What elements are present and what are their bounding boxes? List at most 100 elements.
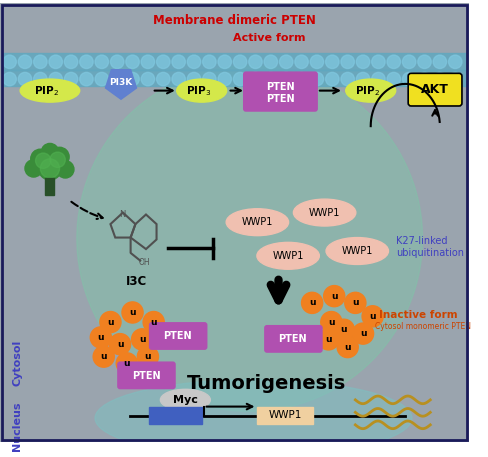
Circle shape (34, 72, 47, 86)
Text: u: u (331, 292, 338, 301)
Circle shape (337, 336, 358, 358)
Circle shape (302, 292, 323, 314)
Circle shape (3, 55, 16, 69)
Circle shape (31, 149, 50, 169)
Circle shape (352, 323, 374, 344)
Circle shape (345, 292, 366, 314)
Circle shape (448, 55, 462, 69)
Text: u: u (328, 318, 335, 327)
Circle shape (203, 72, 216, 86)
Circle shape (95, 55, 108, 69)
Circle shape (172, 55, 185, 69)
Text: u: u (101, 352, 107, 361)
Text: u: u (352, 298, 359, 308)
Circle shape (36, 153, 51, 169)
Circle shape (249, 72, 262, 86)
Bar (257, 407, 313, 424)
Text: N: N (119, 210, 125, 219)
Circle shape (280, 55, 293, 69)
Circle shape (187, 55, 201, 69)
Text: WWP1: WWP1 (272, 251, 304, 261)
Circle shape (187, 72, 201, 86)
Circle shape (25, 160, 42, 177)
Circle shape (295, 55, 308, 69)
Text: WWP1: WWP1 (309, 207, 340, 218)
Circle shape (264, 55, 278, 69)
Text: K27-linked: K27-linked (396, 236, 447, 246)
Circle shape (49, 55, 62, 69)
Text: WWP1: WWP1 (268, 410, 302, 420)
Circle shape (280, 72, 293, 86)
Text: u: u (369, 312, 376, 321)
Circle shape (318, 329, 339, 350)
FancyBboxPatch shape (149, 322, 207, 350)
Circle shape (132, 329, 153, 350)
Circle shape (126, 72, 139, 86)
Text: Tumorigenesis: Tumorigenesis (187, 374, 346, 393)
Circle shape (64, 72, 78, 86)
Ellipse shape (346, 79, 396, 102)
Ellipse shape (326, 238, 388, 265)
Circle shape (362, 306, 383, 327)
Text: PI3K: PI3K (109, 79, 133, 87)
Circle shape (325, 55, 339, 69)
Circle shape (341, 55, 354, 69)
Circle shape (324, 286, 345, 307)
Text: u: u (325, 335, 332, 344)
Circle shape (372, 72, 385, 86)
FancyBboxPatch shape (264, 325, 323, 353)
Circle shape (50, 147, 69, 166)
Text: u: u (123, 359, 130, 368)
Text: u: u (341, 325, 347, 334)
Bar (149, 407, 202, 424)
Ellipse shape (77, 66, 423, 411)
Text: u: u (139, 335, 145, 344)
Ellipse shape (293, 199, 356, 226)
Circle shape (433, 55, 447, 69)
Circle shape (233, 55, 247, 69)
Circle shape (218, 72, 231, 86)
Circle shape (57, 161, 74, 178)
Circle shape (157, 55, 170, 69)
Circle shape (356, 72, 370, 86)
Text: u: u (345, 343, 351, 351)
Text: u: u (107, 318, 114, 327)
Text: Cytosol monomeric PTEN: Cytosol monomeric PTEN (375, 322, 470, 331)
Text: PIP$_2$: PIP$_2$ (355, 84, 380, 97)
Circle shape (141, 55, 155, 69)
Text: Active form: Active form (233, 33, 305, 43)
Text: AKT: AKT (421, 83, 449, 96)
Circle shape (95, 72, 108, 86)
Polygon shape (105, 70, 137, 99)
Circle shape (403, 55, 416, 69)
Circle shape (100, 312, 121, 333)
Circle shape (310, 72, 324, 86)
Circle shape (141, 72, 155, 86)
Circle shape (137, 346, 159, 367)
Text: PTEN: PTEN (279, 335, 307, 345)
Circle shape (110, 72, 124, 86)
Ellipse shape (95, 380, 412, 457)
Text: PIP$_2$: PIP$_2$ (34, 84, 59, 97)
Text: u: u (360, 329, 366, 338)
Circle shape (93, 346, 114, 367)
Circle shape (80, 72, 93, 86)
Text: I3C: I3C (126, 275, 147, 288)
Text: u: u (309, 298, 315, 308)
Circle shape (109, 334, 131, 355)
Circle shape (18, 72, 32, 86)
Circle shape (50, 152, 65, 167)
FancyBboxPatch shape (408, 73, 462, 106)
Circle shape (295, 72, 308, 86)
Text: PTEN: PTEN (163, 331, 192, 341)
Text: PTEN: PTEN (266, 94, 295, 104)
Circle shape (39, 157, 61, 180)
Circle shape (356, 55, 370, 69)
Text: u: u (98, 333, 104, 342)
Circle shape (172, 72, 185, 86)
Circle shape (341, 72, 354, 86)
Text: Cytosol: Cytosol (12, 340, 22, 387)
Circle shape (418, 55, 431, 69)
Text: u: u (144, 352, 151, 361)
Circle shape (157, 72, 170, 86)
